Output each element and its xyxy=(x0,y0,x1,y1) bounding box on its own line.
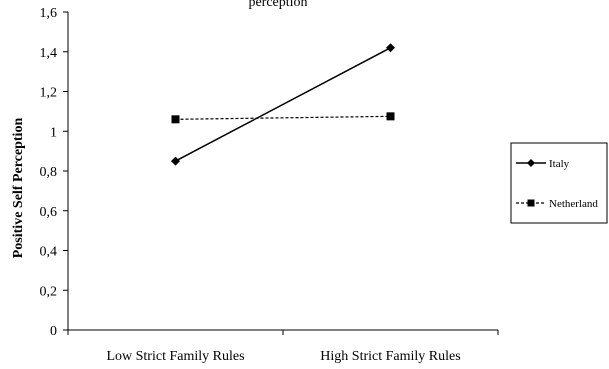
legend-label-italy: Italy xyxy=(549,158,570,170)
legend-marker-netherland xyxy=(527,199,535,207)
y-tick-label: 1 xyxy=(50,125,57,140)
legend-marker-italy xyxy=(527,159,535,167)
data-point-netherland xyxy=(171,115,180,124)
x-category-label: High Strict Family Rules xyxy=(320,349,460,364)
legend: Italy Netherland xyxy=(510,142,608,224)
data-point-italy xyxy=(386,43,395,53)
data-point-netherland xyxy=(386,112,395,121)
y-axis-title: Positive Self Perception xyxy=(11,118,26,259)
y-ticks: 0 0,2 0,4 0,6 0,8 1 1,2 1,4 1,6 xyxy=(40,6,68,339)
y-tick-label: 0,6 xyxy=(40,205,58,220)
y-tick-label: 0,8 xyxy=(40,165,58,180)
y-tick-label: 0 xyxy=(50,324,57,339)
y-tick-label: 1,2 xyxy=(40,86,58,101)
data-point-italy xyxy=(171,156,180,166)
x-category-label: Low Strict Family Rules xyxy=(106,349,244,364)
series-line-italy xyxy=(175,47,391,162)
legend-box xyxy=(510,142,608,224)
y-tick-label: 1,6 xyxy=(40,6,58,21)
x-ticks: Low Strict Family Rules High Strict Famil… xyxy=(67,330,499,364)
y-tick-label: 0,4 xyxy=(40,245,58,260)
series-line-netherland xyxy=(175,115,391,120)
chart-title-fragment: perception xyxy=(248,0,307,10)
y-tick-label: 0,2 xyxy=(40,284,58,299)
y-tick-label: 1,4 xyxy=(40,46,58,61)
legend-label-netherland: Netherland xyxy=(549,198,598,210)
series-layer xyxy=(171,43,395,166)
